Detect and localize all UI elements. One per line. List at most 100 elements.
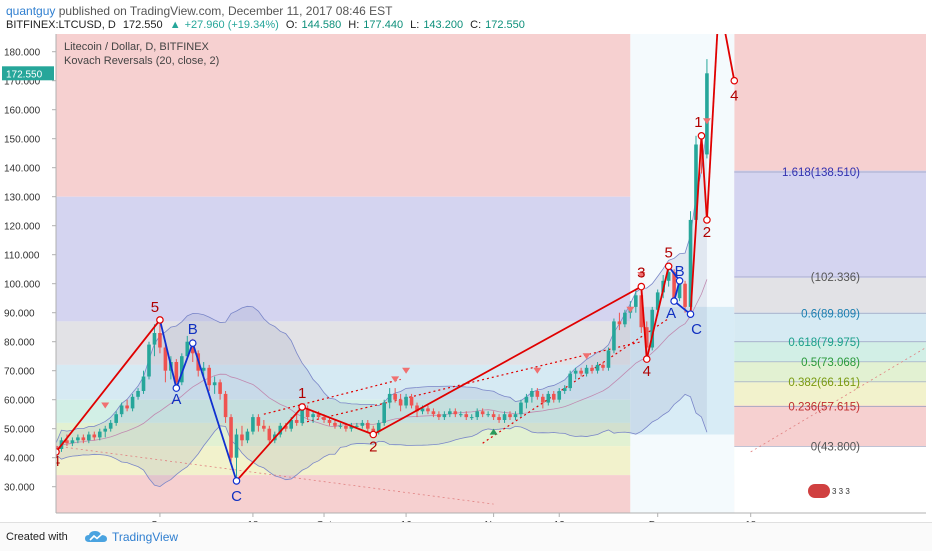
publish-text: published on TradingView.com, December 1…: [58, 4, 393, 18]
candle-body: [382, 402, 386, 423]
close-value: 172.550: [485, 19, 525, 31]
candle-body: [344, 425, 348, 429]
candle-body: [76, 437, 80, 441]
candle-body: [584, 367, 589, 374]
wave-label: 2: [369, 439, 377, 456]
reversal-down-marker: [626, 306, 635, 313]
reversal-up-marker: [489, 428, 498, 435]
wave-pivot: [298, 403, 306, 411]
candle-body: [240, 434, 244, 441]
candle-body: [568, 373, 572, 389]
candle-body: [453, 411, 458, 415]
candle-body: [327, 420, 332, 423]
candle-body: [97, 431, 102, 438]
y-tick-label: 30.000: [4, 483, 35, 494]
y-tick-label: 140.000: [4, 164, 41, 175]
current-price-label: 172.550: [6, 69, 43, 80]
candle-body: [437, 414, 441, 418]
y-tick-label: 130.000: [4, 193, 41, 204]
fib-level-label: 0.382(66.161): [788, 377, 860, 389]
low-value: 143.200: [423, 19, 464, 31]
ext-band-7: [734, 405, 926, 447]
reversal-down-marker: [582, 353, 591, 360]
wave-label: 2: [703, 224, 711, 241]
candle-body: [612, 321, 616, 351]
candle-body: [387, 393, 392, 403]
candle-body: [223, 393, 228, 418]
wave-label: A: [666, 305, 676, 322]
fib-level-label: 0.6(89.809): [801, 308, 860, 320]
candle-body: [617, 321, 622, 325]
candle-body: [546, 393, 551, 403]
candle-body: [677, 283, 682, 299]
candle-body: [475, 411, 479, 418]
change-value: +27.960 (+19.34%): [184, 19, 279, 31]
wave-pivot: [670, 297, 678, 305]
y-tick-label: 80.000: [4, 338, 35, 349]
candle-body: [349, 425, 354, 429]
wave-pivot: [156, 316, 164, 324]
high-label: H:: [348, 19, 360, 31]
wave-label: 3: [637, 265, 645, 282]
candle-body: [103, 428, 108, 432]
candle-body: [420, 408, 425, 412]
candle-body: [623, 312, 627, 325]
candle-body: [114, 414, 118, 423]
bollinger-band-fill: [56, 126, 707, 487]
author-link[interactable]: quantguy: [6, 4, 56, 18]
candle-body: [497, 417, 501, 420]
candle-body: [519, 402, 523, 415]
close-label: C:: [470, 19, 482, 31]
candle-body: [442, 414, 447, 418]
change-up-icon: ▲: [169, 19, 181, 31]
candle-body: [398, 399, 403, 406]
candle-body: [185, 341, 190, 357]
reversal-down-marker: [402, 367, 411, 374]
price-chart[interactable]: 45ABC12345BAC1241.618(138.510)(102.336)0…: [0, 34, 932, 522]
candle-body: [300, 408, 304, 423]
candle-body: [508, 414, 512, 418]
candle-body: [365, 422, 370, 429]
current-price-tag: [2, 66, 54, 81]
tradingview-cloud-icon[interactable]: [84, 529, 108, 545]
fib-band-upper-left: [56, 196, 631, 322]
wave-label: B: [675, 263, 685, 280]
candle-body: [311, 414, 315, 418]
candle-body: [294, 420, 299, 423]
wave-pivot: [172, 384, 181, 392]
wave-label: 5: [664, 244, 672, 261]
candle-body: [431, 411, 436, 415]
fib-band-green-left: [56, 399, 631, 423]
candle-body: [634, 295, 638, 307]
wave-label: C: [691, 321, 702, 338]
y-tick-label: 120.000: [4, 222, 41, 233]
wave-label: C: [231, 488, 242, 505]
candle-body: [551, 393, 556, 400]
ext-band-5: [734, 362, 926, 383]
candle-body: [469, 417, 474, 419]
candle-body: [333, 422, 337, 426]
candle-body: [541, 396, 545, 403]
y-tick-label: 170.000: [4, 77, 41, 88]
candle-body: [245, 431, 250, 441]
bollinger-lower: [56, 393, 708, 488]
candle-body: [130, 396, 135, 409]
candle-body: [201, 367, 206, 371]
x-tick-label: Sep: [151, 520, 169, 522]
candle-body: [491, 414, 496, 418]
candle-body: [212, 382, 217, 386]
candle-body: [147, 344, 151, 377]
tradingview-brand[interactable]: TradingView: [112, 530, 179, 544]
ext-band-6: [734, 382, 926, 406]
candle-body: [92, 434, 97, 438]
fib-level-label: 1.618(138.510): [782, 167, 860, 179]
wave-label: 4: [730, 88, 738, 105]
candle-body: [152, 333, 157, 345]
candle-body: [409, 396, 414, 406]
x-tick-label: 16: [401, 520, 413, 522]
candle-body: [119, 405, 124, 415]
bollinger-middle: [56, 279, 708, 450]
candle-body: [705, 73, 709, 155]
candle-body: [688, 219, 693, 307]
fib-band-top-right: [734, 34, 926, 197]
